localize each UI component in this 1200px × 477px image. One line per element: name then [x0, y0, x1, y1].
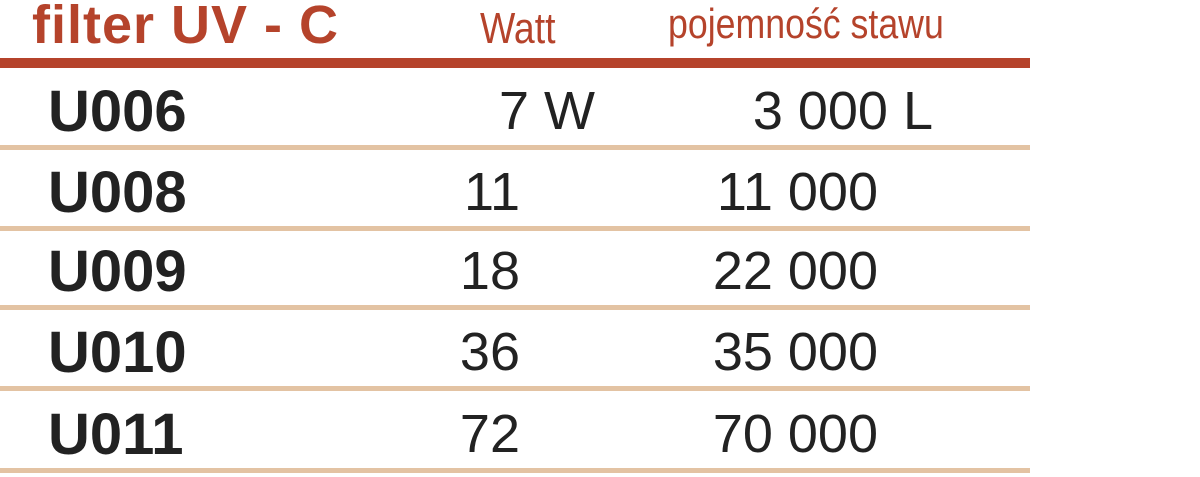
watt-value: 7 W: [498, 81, 595, 141]
column-header-capacity: pojemność stawu: [668, 0, 944, 47]
table-title: filter UV - C: [32, 0, 340, 55]
model-code: U006: [48, 79, 187, 144]
row-divider: [0, 145, 1030, 150]
column-header-watt: Watt: [480, 4, 556, 53]
watt-value: 36: [459, 322, 520, 382]
row-divider: [0, 386, 1030, 391]
model-code: U010: [48, 320, 187, 385]
capacity-value: 3 000 L: [752, 81, 933, 141]
watt-value: 72: [459, 404, 520, 464]
model-code: U009: [48, 239, 187, 304]
row-divider: [0, 226, 1030, 231]
model-code: U011: [48, 402, 184, 467]
table-row: U010 36 35 000: [0, 311, 1030, 391]
capacity-value: 70 000: [712, 404, 878, 464]
table-row: U008 11 11 000: [0, 151, 1030, 231]
capacity-value: 35 000: [712, 322, 878, 382]
capacity-value: 22 000: [712, 241, 878, 301]
watt-value: 18: [459, 241, 520, 301]
row-divider: [0, 468, 1030, 473]
table-row: U009 18 22 000: [0, 230, 1030, 310]
table-row: U011 72 70 000: [0, 393, 1030, 473]
watt-value: 11: [463, 162, 520, 222]
table-row: U006 7 W 3 000 L: [0, 70, 1030, 150]
row-divider: [0, 305, 1030, 310]
model-code: U008: [48, 160, 187, 225]
header-divider: [0, 58, 1030, 68]
capacity-value: 11 000: [716, 162, 878, 222]
